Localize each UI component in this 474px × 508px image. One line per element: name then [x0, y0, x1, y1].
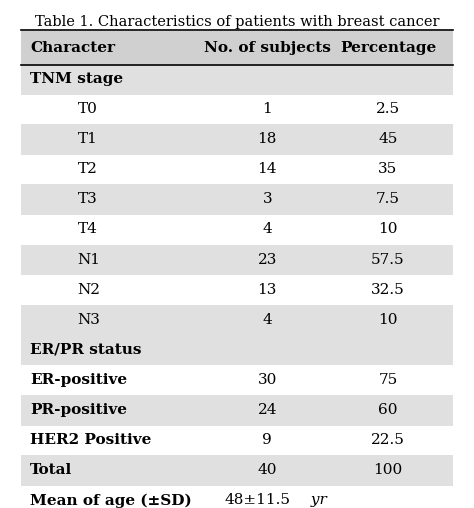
Text: Character: Character [30, 42, 115, 55]
Text: 9: 9 [262, 433, 272, 447]
Text: 32.5: 32.5 [371, 282, 405, 297]
Text: N3: N3 [77, 313, 100, 327]
Text: 18: 18 [257, 132, 277, 146]
Text: T0: T0 [77, 102, 97, 116]
FancyBboxPatch shape [21, 395, 453, 426]
FancyBboxPatch shape [21, 305, 453, 335]
FancyBboxPatch shape [21, 184, 453, 215]
Text: Mean of age (±SD): Mean of age (±SD) [30, 493, 191, 507]
Text: PR-positive: PR-positive [30, 403, 127, 417]
Text: 4: 4 [262, 223, 272, 237]
Text: 60: 60 [378, 403, 398, 417]
Text: 22.5: 22.5 [371, 433, 405, 447]
Text: T1: T1 [77, 132, 97, 146]
Text: 45: 45 [378, 132, 398, 146]
FancyBboxPatch shape [21, 455, 453, 486]
Text: N1: N1 [77, 252, 100, 267]
Text: ER-positive: ER-positive [30, 373, 127, 387]
Text: 48±11.5: 48±11.5 [224, 493, 290, 507]
FancyBboxPatch shape [21, 31, 453, 65]
FancyBboxPatch shape [21, 244, 453, 275]
Text: 10: 10 [378, 223, 398, 237]
Text: 4: 4 [262, 313, 272, 327]
Text: 30: 30 [257, 373, 277, 387]
Text: 57.5: 57.5 [371, 252, 405, 267]
Text: Total: Total [30, 463, 72, 478]
Text: Percentage: Percentage [340, 42, 436, 55]
Text: 10: 10 [378, 313, 398, 327]
Text: 24: 24 [257, 403, 277, 417]
Text: 2.5: 2.5 [376, 102, 400, 116]
FancyBboxPatch shape [21, 124, 453, 155]
Text: yr: yr [306, 493, 327, 507]
FancyBboxPatch shape [21, 335, 453, 365]
Text: 3: 3 [263, 193, 272, 206]
Text: No. of subjects: No. of subjects [204, 42, 331, 55]
Text: 14: 14 [257, 162, 277, 176]
Text: Table 1. Characteristics of patients with breast cancer: Table 1. Characteristics of patients wit… [35, 15, 439, 29]
Text: 100: 100 [374, 463, 402, 478]
Text: N2: N2 [77, 282, 100, 297]
Text: 23: 23 [257, 252, 277, 267]
Text: 13: 13 [257, 282, 277, 297]
Text: T3: T3 [77, 193, 97, 206]
Text: HER2 Positive: HER2 Positive [30, 433, 151, 447]
Text: 35: 35 [378, 162, 398, 176]
Text: TNM stage: TNM stage [30, 72, 123, 86]
Text: 40: 40 [257, 463, 277, 478]
Text: 75: 75 [378, 373, 398, 387]
Text: ER/PR status: ER/PR status [30, 343, 141, 357]
Text: 7.5: 7.5 [376, 193, 400, 206]
Text: T2: T2 [77, 162, 97, 176]
FancyBboxPatch shape [21, 64, 453, 94]
Text: T4: T4 [77, 223, 97, 237]
Text: 1: 1 [262, 102, 272, 116]
